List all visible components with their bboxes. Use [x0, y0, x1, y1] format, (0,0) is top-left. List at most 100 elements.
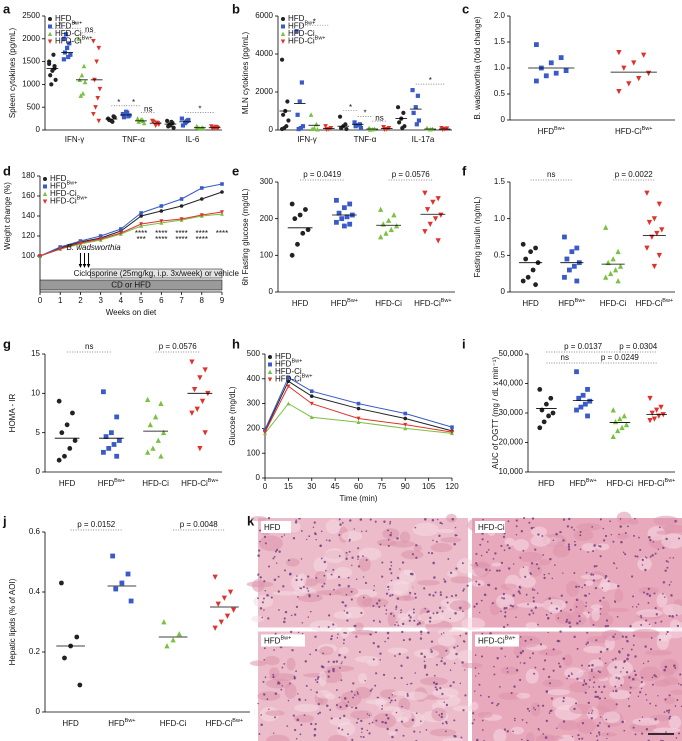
nucleus	[478, 683, 481, 686]
nucleus	[502, 625, 506, 629]
nucleus	[614, 666, 617, 669]
point	[339, 216, 345, 222]
point	[450, 425, 454, 429]
legend-label-base: HFD-Ci	[288, 37, 315, 46]
nucleus	[375, 602, 379, 605]
point	[520, 278, 526, 284]
point	[649, 410, 655, 416]
x-tick-label-base: HFD-Ci	[160, 719, 187, 728]
nucleus	[526, 707, 530, 710]
legend-label-base: HFD-Ci	[55, 37, 82, 46]
nucleus	[387, 544, 390, 547]
point	[58, 247, 63, 252]
point	[70, 410, 75, 416]
nucleus	[325, 704, 329, 708]
y-tick-label: 0	[36, 707, 41, 716]
nucleus	[635, 606, 638, 608]
nucleus	[521, 650, 525, 653]
nucleus	[475, 580, 478, 583]
y-tick-label: 0.4	[29, 587, 41, 596]
nucleus	[496, 656, 499, 660]
comparison-label: *	[313, 17, 316, 26]
nucleus	[375, 672, 378, 675]
point	[63, 32, 69, 37]
y-tick-label: 50,000	[499, 349, 524, 358]
nucleus	[592, 574, 595, 576]
nucleus	[621, 720, 624, 724]
nucleus	[474, 654, 477, 656]
point	[636, 76, 642, 82]
y-tick-label: 30,000	[499, 408, 524, 417]
nucleus	[310, 722, 313, 726]
nucleus	[505, 606, 508, 610]
nucleus	[597, 670, 600, 673]
point	[415, 93, 420, 98]
nucleus	[566, 618, 569, 621]
nucleus	[634, 517, 636, 520]
nucleus	[419, 731, 421, 733]
point	[136, 119, 142, 124]
nucleus	[272, 673, 275, 676]
nucleus	[400, 664, 403, 667]
point	[656, 252, 662, 259]
nucleus	[669, 557, 671, 559]
nucleus	[471, 722, 474, 725]
legend-label: HFD	[50, 174, 67, 183]
panel-letter: e	[232, 163, 239, 178]
nucleus	[456, 645, 459, 647]
nucleus	[430, 552, 434, 555]
point	[56, 398, 62, 404]
tissue-texture	[354, 622, 364, 632]
x-tick-label: 0	[263, 482, 268, 491]
nucleus	[339, 666, 341, 669]
point	[435, 238, 441, 244]
legend-label: HFD	[55, 14, 72, 23]
nucleus	[624, 553, 627, 556]
tissue-texture	[365, 699, 389, 705]
image-label: HFD-CiBw+	[478, 636, 516, 646]
nucleus	[515, 669, 519, 672]
nucleus	[615, 567, 618, 569]
point	[139, 214, 143, 218]
point	[150, 445, 156, 451]
tissue-texture	[257, 691, 281, 701]
nucleus	[287, 699, 290, 702]
nucleus	[454, 526, 457, 529]
nucleus	[378, 605, 381, 608]
nucleus	[314, 533, 317, 536]
x-tick-label: HFDBw+	[331, 298, 358, 308]
comparison-label: p = 0.0249	[601, 353, 640, 362]
nucleus	[277, 575, 280, 578]
nucleus	[427, 631, 430, 634]
nucleus	[646, 557, 648, 559]
point	[81, 63, 87, 69]
point	[68, 52, 73, 57]
nucleus	[303, 714, 306, 716]
point	[62, 453, 67, 459]
x-tick-label-base: HFD-Ci	[181, 479, 208, 488]
nucleus	[599, 657, 601, 660]
nucleus	[276, 683, 279, 685]
nucleus	[401, 561, 405, 564]
nucleus	[547, 675, 551, 679]
point	[199, 186, 204, 190]
nucleus	[466, 584, 469, 587]
point	[344, 126, 349, 132]
legend-label-base: HFD	[288, 14, 305, 23]
legend-label-base: HFD	[288, 22, 305, 31]
point	[186, 117, 191, 123]
x-tick-label-base: HFD-Ci	[600, 299, 627, 308]
tissue-texture	[420, 677, 448, 686]
point	[96, 118, 102, 124]
point	[533, 245, 538, 251]
nucleus	[263, 693, 266, 696]
nucleus	[632, 726, 635, 729]
nucleus	[343, 714, 346, 718]
nucleus	[519, 636, 522, 638]
nucleus	[548, 572, 550, 575]
point	[65, 45, 70, 51]
legend-label-base: HFD	[275, 360, 292, 369]
point	[653, 407, 660, 413]
point	[355, 123, 360, 128]
nucleus	[260, 723, 263, 727]
